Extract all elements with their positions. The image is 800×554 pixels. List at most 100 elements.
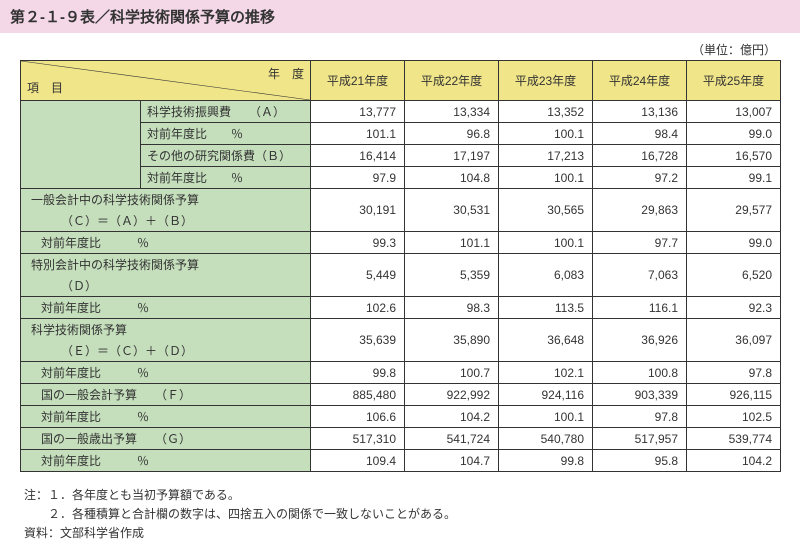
- corner-cell: 年 度 項 目: [21, 61, 311, 101]
- value-cell: 106.6: [311, 406, 405, 428]
- value-cell: 99.1: [687, 167, 781, 189]
- value-cell: 97.8: [593, 406, 687, 428]
- value-cell: 926,115: [687, 384, 781, 406]
- value-cell: 102.6: [311, 297, 405, 319]
- value-cell: 98.4: [593, 123, 687, 145]
- value-cell: 29,863: [593, 189, 687, 232]
- diagonal-line: [21, 61, 310, 100]
- value-cell: 13,334: [405, 101, 499, 123]
- stub-blank: [21, 101, 141, 189]
- value-cell: 30,531: [405, 189, 499, 232]
- value-cell: 116.1: [593, 297, 687, 319]
- value-cell: 98.3: [405, 297, 499, 319]
- value-cell: 35,639: [311, 319, 405, 362]
- section-title: 科学技術関係予算: [21, 319, 311, 341]
- value-cell: 97.9: [311, 167, 405, 189]
- value-cell: 97.7: [593, 232, 687, 254]
- value-cell: 13,777: [311, 101, 405, 123]
- value-cell: 13,352: [499, 101, 593, 123]
- row-label: その他の研究関係費（Ｂ）: [141, 145, 311, 167]
- row-label: 対前年度比 ％: [21, 406, 311, 428]
- year-header: 平成25年度: [687, 61, 781, 101]
- value-cell: 104.2: [405, 406, 499, 428]
- value-cell: 5,449: [311, 254, 405, 297]
- value-cell: 95.8: [593, 450, 687, 472]
- value-cell: 903,339: [593, 384, 687, 406]
- value-cell: 885,480: [311, 384, 405, 406]
- value-cell: 102.1: [499, 362, 593, 384]
- year-header: 平成23年度: [499, 61, 593, 101]
- year-header: 平成22年度: [405, 61, 499, 101]
- value-cell: 99.0: [687, 232, 781, 254]
- value-cell: 7,063: [593, 254, 687, 297]
- value-cell: 36,097: [687, 319, 781, 362]
- value-cell: 6,083: [499, 254, 593, 297]
- ratio-label: 対前年度比 ％: [21, 297, 311, 319]
- value-cell: 540,780: [499, 428, 593, 450]
- value-cell: 100.7: [405, 362, 499, 384]
- value-cell: 104.8: [405, 167, 499, 189]
- value-cell: 99.0: [687, 123, 781, 145]
- value-cell: 539,774: [687, 428, 781, 450]
- table-title: 第２-１-９表／科学技術関係予算の推移: [0, 0, 800, 33]
- value-cell: 92.3: [687, 297, 781, 319]
- section-title: 特別会計中の科学技術関係予算: [21, 254, 311, 276]
- row-label: 対前年度比 ％: [141, 123, 311, 145]
- value-cell: 30,191: [311, 189, 405, 232]
- row-label: 国の一般歳出予算 （Ｇ）: [21, 428, 311, 450]
- value-cell: 101.1: [405, 232, 499, 254]
- value-cell: 99.3: [311, 232, 405, 254]
- value-cell: 104.2: [687, 450, 781, 472]
- value-cell: 36,648: [499, 319, 593, 362]
- value-cell: 16,414: [311, 145, 405, 167]
- table-row: 一般会計中の科学技術関係予算 30,191 30,531 30,565 29,8…: [21, 189, 781, 211]
- value-cell: 100.1: [499, 406, 593, 428]
- notes-block: 注：１．各年度とも当初予算額である。 ２．各種積算と合計欄の数字は、四捨五入の関…: [0, 472, 800, 554]
- value-cell: 97.2: [593, 167, 687, 189]
- table-row: 国の一般会計予算 （Ｆ） 885,480922,992924,116903,33…: [21, 384, 781, 406]
- value-cell: 541,724: [405, 428, 499, 450]
- row-label: 科学技術振興費 （Ａ）: [141, 101, 311, 123]
- table-row: 特別会計中の科学技術関係予算 5,449 5,359 6,083 7,063 6…: [21, 254, 781, 276]
- corner-top-label: 年 度: [268, 65, 304, 82]
- value-cell: 6,520: [687, 254, 781, 297]
- value-cell: 113.5: [499, 297, 593, 319]
- value-cell: 96.8: [405, 123, 499, 145]
- value-cell: 922,992: [405, 384, 499, 406]
- table-row: 科学技術関係予算 35,639 35,890 36,648 36,926 36,…: [21, 319, 781, 341]
- value-cell: 100.1: [499, 232, 593, 254]
- row-label: 対前年度比 ％: [141, 167, 311, 189]
- table-row: 対前年度比 ％ 99.3101.1100.197.799.0: [21, 232, 781, 254]
- value-cell: 100.8: [593, 362, 687, 384]
- budget-table: 年 度 項 目 平成21年度 平成22年度 平成23年度 平成24年度 平成25…: [20, 60, 781, 472]
- header-row: 年 度 項 目 平成21年度 平成22年度 平成23年度 平成24年度 平成25…: [21, 61, 781, 101]
- value-cell: 100.1: [499, 123, 593, 145]
- value-cell: 13,007: [687, 101, 781, 123]
- value-cell: 102.5: [687, 406, 781, 428]
- value-cell: 29,577: [687, 189, 781, 232]
- value-cell: 97.8: [687, 362, 781, 384]
- section-formula: （Ｅ）＝（Ｃ）＋（Ｄ）: [21, 340, 311, 362]
- table-row: 対前年度比 ％ 109.4104.799.895.8104.2: [21, 450, 781, 472]
- row-label: 国の一般会計予算 （Ｆ）: [21, 384, 311, 406]
- value-cell: 101.1: [311, 123, 405, 145]
- note-line: ２．各種積算と合計欄の数字は、四捨五入の関係で一致しないことがある。: [24, 505, 776, 524]
- value-cell: 924,116: [499, 384, 593, 406]
- section-formula: （Ｃ）＝（Ａ）＋（Ｂ）: [21, 210, 311, 232]
- note-line: 注：１．各年度とも当初予算額である。: [24, 486, 776, 505]
- budget-table-wrap: 年 度 項 目 平成21年度 平成22年度 平成23年度 平成24年度 平成25…: [0, 60, 800, 472]
- ratio-label: 対前年度比 ％: [21, 232, 311, 254]
- value-cell: 17,197: [405, 145, 499, 167]
- table-row: 対前年度比 ％ 106.6104.2100.197.8102.5: [21, 406, 781, 428]
- value-cell: 16,570: [687, 145, 781, 167]
- value-cell: 100.1: [499, 167, 593, 189]
- value-cell: 17,213: [499, 145, 593, 167]
- section-title: 一般会計中の科学技術関係予算: [21, 189, 311, 211]
- table-row: 対前年度比 ％ 99.8100.7102.1100.897.8: [21, 362, 781, 384]
- note-line: 資料：文部科学省作成: [24, 524, 776, 543]
- value-cell: 36,926: [593, 319, 687, 362]
- section-formula: （Ｄ）: [21, 275, 311, 297]
- value-cell: 35,890: [405, 319, 499, 362]
- unit-label: （単位：億円）: [0, 33, 800, 60]
- value-cell: 16,728: [593, 145, 687, 167]
